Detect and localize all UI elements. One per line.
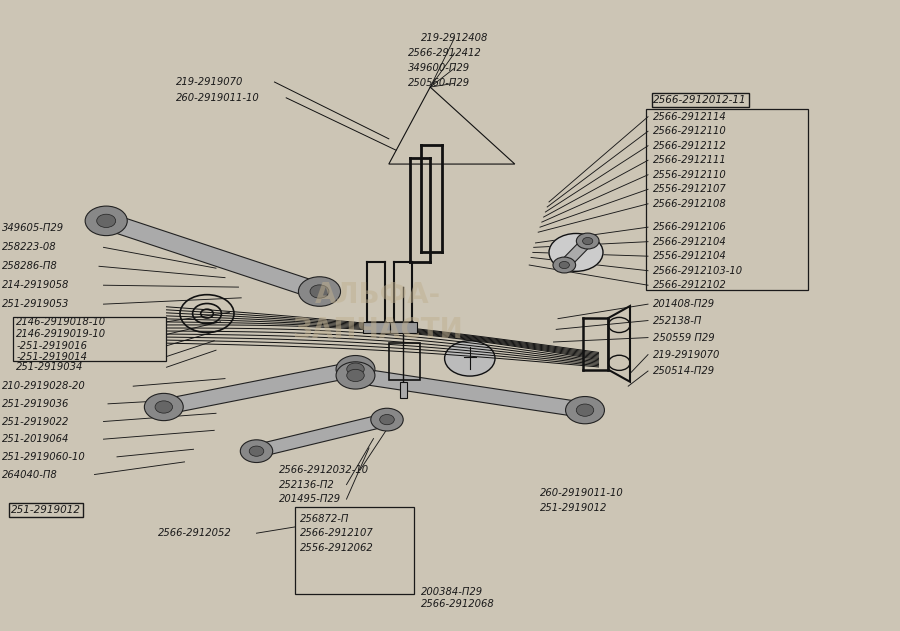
Text: 251-2919034: 251-2919034 bbox=[16, 362, 84, 372]
Circle shape bbox=[299, 277, 340, 306]
Text: 2566-2912103-10: 2566-2912103-10 bbox=[653, 266, 743, 276]
Polygon shape bbox=[161, 362, 358, 415]
Text: 256872-П: 256872-П bbox=[300, 514, 349, 524]
Text: 251-2919060-10: 251-2919060-10 bbox=[2, 452, 86, 462]
Circle shape bbox=[249, 446, 264, 456]
Text: 251-2919053: 251-2919053 bbox=[2, 299, 69, 309]
Circle shape bbox=[565, 396, 605, 424]
Bar bbox=[295, 507, 414, 594]
Text: 2566-2912104: 2566-2912104 bbox=[653, 237, 727, 247]
Circle shape bbox=[86, 206, 127, 235]
Text: АЛЬФА-
ЗАПЧАСТИ: АЛЬФА- ЗАПЧАСТИ bbox=[292, 281, 464, 344]
Text: 2566-2912106: 2566-2912106 bbox=[653, 222, 727, 232]
Text: 250560-П29: 250560-П29 bbox=[408, 78, 470, 88]
Text: 2556-2912110: 2556-2912110 bbox=[653, 170, 727, 180]
Text: 2566-2912068: 2566-2912068 bbox=[421, 599, 495, 610]
Circle shape bbox=[371, 408, 403, 431]
Text: 251-2019064: 251-2019064 bbox=[2, 434, 69, 444]
Polygon shape bbox=[559, 239, 593, 268]
Text: 258286-П8: 258286-П8 bbox=[2, 261, 58, 271]
Circle shape bbox=[155, 401, 173, 413]
Circle shape bbox=[576, 233, 599, 249]
Text: 258223-08: 258223-08 bbox=[2, 242, 57, 252]
Text: 252136-П2: 252136-П2 bbox=[279, 480, 335, 490]
Text: 252138-П: 252138-П bbox=[653, 316, 703, 326]
Bar bbox=[390, 322, 417, 333]
Circle shape bbox=[144, 393, 184, 421]
Text: 2556-2912062: 2556-2912062 bbox=[300, 543, 373, 553]
Circle shape bbox=[346, 369, 364, 382]
Text: 349600-П29: 349600-П29 bbox=[408, 63, 470, 73]
Text: 2566-2912111: 2566-2912111 bbox=[653, 155, 727, 165]
Text: 250514-П29: 250514-П29 bbox=[653, 366, 716, 376]
Text: 2566-2912102: 2566-2912102 bbox=[653, 280, 727, 290]
Text: 2146-2919019-10: 2146-2919019-10 bbox=[16, 329, 106, 339]
Circle shape bbox=[96, 214, 116, 228]
Text: 2566-2912114: 2566-2912114 bbox=[653, 112, 727, 122]
Text: 219-2919070: 219-2919070 bbox=[176, 77, 243, 87]
Text: 2566-2912032-10: 2566-2912032-10 bbox=[279, 465, 369, 475]
Circle shape bbox=[549, 233, 603, 271]
Bar bbox=[400, 382, 407, 398]
Polygon shape bbox=[101, 213, 325, 299]
Text: -251-2919016: -251-2919016 bbox=[16, 341, 87, 351]
Text: 201495-П29: 201495-П29 bbox=[279, 494, 341, 504]
Text: 250559 П29: 250559 П29 bbox=[653, 333, 715, 343]
Text: 219-2919070: 219-2919070 bbox=[653, 350, 721, 360]
Circle shape bbox=[445, 341, 495, 376]
Circle shape bbox=[380, 415, 394, 425]
Bar bbox=[13, 317, 166, 361]
Circle shape bbox=[240, 440, 273, 463]
Text: 2566-2912110: 2566-2912110 bbox=[653, 126, 727, 136]
Text: -251-2919014: -251-2919014 bbox=[16, 351, 87, 362]
Polygon shape bbox=[353, 368, 588, 418]
Text: 2556-2912104: 2556-2912104 bbox=[653, 251, 727, 261]
Circle shape bbox=[336, 362, 375, 389]
Text: 200384-П29: 200384-П29 bbox=[421, 587, 483, 597]
Text: 260-2919011-10: 260-2919011-10 bbox=[540, 488, 624, 498]
Text: 2566-2912107: 2566-2912107 bbox=[300, 528, 373, 538]
Circle shape bbox=[346, 363, 364, 375]
Bar bbox=[363, 322, 390, 333]
Text: 2566-2912112: 2566-2912112 bbox=[653, 141, 727, 151]
Text: 251-2919012: 251-2919012 bbox=[540, 503, 608, 513]
Text: 2556-2912107: 2556-2912107 bbox=[653, 184, 727, 194]
Text: 251-2919012: 251-2919012 bbox=[11, 505, 81, 515]
Circle shape bbox=[559, 261, 570, 269]
Polygon shape bbox=[254, 414, 390, 457]
Text: 201408-П29: 201408-П29 bbox=[653, 299, 716, 309]
Text: 2566-2912412: 2566-2912412 bbox=[408, 48, 482, 58]
Circle shape bbox=[553, 257, 576, 273]
Bar bbox=[389, 343, 420, 380]
Text: 2146-2919018-10: 2146-2919018-10 bbox=[16, 317, 106, 327]
Text: 210-2919028-20: 210-2919028-20 bbox=[2, 381, 86, 391]
Text: 349605-П29: 349605-П29 bbox=[2, 223, 64, 233]
Text: 251-2919036: 251-2919036 bbox=[2, 399, 69, 409]
Text: 214-2919058: 214-2919058 bbox=[2, 280, 69, 290]
Text: 2566-2912108: 2566-2912108 bbox=[653, 199, 727, 209]
Text: 2566-2912012-11: 2566-2912012-11 bbox=[653, 95, 747, 105]
Circle shape bbox=[336, 355, 375, 383]
Circle shape bbox=[582, 237, 593, 245]
Circle shape bbox=[310, 285, 329, 298]
Circle shape bbox=[576, 404, 594, 416]
Text: 251-2919022: 251-2919022 bbox=[2, 416, 69, 427]
Text: 219-2912408: 219-2912408 bbox=[421, 33, 489, 43]
Text: 260-2919011-10: 260-2919011-10 bbox=[176, 93, 259, 103]
Text: 264040-П8: 264040-П8 bbox=[2, 469, 58, 480]
Text: 2566-2912052: 2566-2912052 bbox=[158, 528, 231, 538]
Bar bbox=[646, 109, 808, 290]
